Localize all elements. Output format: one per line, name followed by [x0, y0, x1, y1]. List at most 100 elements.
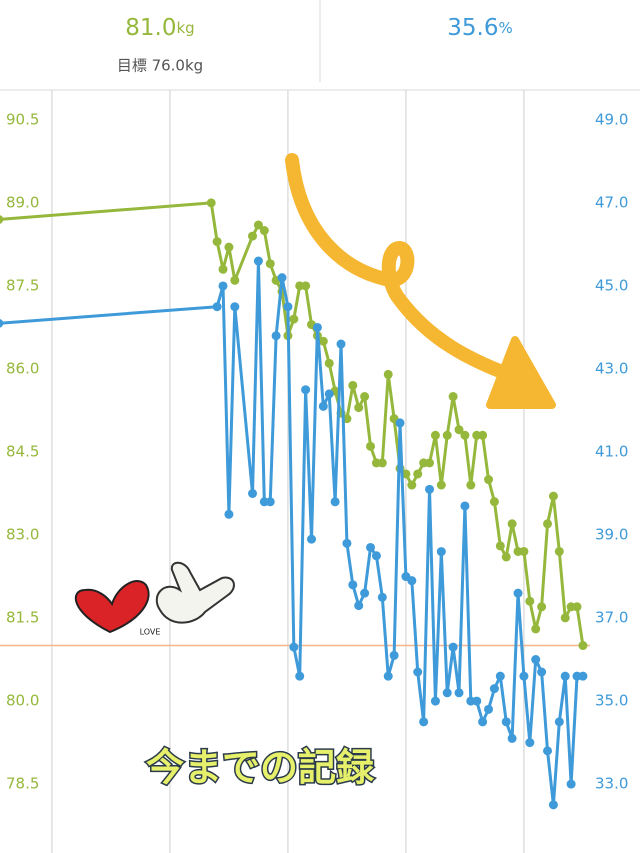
data-point — [289, 314, 299, 324]
data-point — [259, 226, 269, 236]
data-point — [454, 688, 464, 698]
data-point — [324, 389, 334, 399]
data-point — [478, 430, 488, 440]
data-point — [265, 497, 275, 507]
y2-tick-label: 35.0 — [595, 692, 628, 710]
data-point — [554, 717, 564, 727]
data-point — [419, 717, 429, 727]
data-point — [395, 418, 405, 428]
data-point — [407, 480, 417, 490]
y2-tick-label: 49.0 — [595, 110, 628, 128]
data-point — [436, 547, 446, 557]
data-point — [578, 641, 588, 651]
arrow-stroke — [285, 153, 517, 382]
data-point — [430, 430, 440, 440]
data-point — [454, 425, 464, 435]
data-point — [283, 302, 293, 312]
data-point — [448, 392, 458, 402]
data-point — [253, 256, 263, 266]
data-point — [336, 339, 346, 349]
data-point — [366, 542, 376, 552]
data-point — [230, 275, 240, 285]
y-tick-label: 90.5 — [6, 110, 39, 128]
data-point — [230, 302, 240, 312]
data-point — [537, 602, 547, 612]
data-point — [507, 519, 517, 529]
data-point — [348, 580, 358, 590]
data-point — [360, 588, 370, 598]
data-point — [312, 322, 322, 332]
data-point — [543, 519, 553, 529]
weight: 81.0kg — [125, 15, 194, 41]
data-point — [460, 430, 470, 440]
data-point — [354, 403, 364, 413]
body-fat-value: 35.6 — [447, 15, 498, 41]
love-label: LOVE — [140, 628, 161, 637]
data-point — [501, 717, 511, 727]
data-point — [389, 650, 399, 660]
data-point — [531, 624, 541, 634]
data-point — [348, 380, 358, 390]
y-tick-label: 86.0 — [6, 359, 39, 377]
y2-tick-label: 45.0 — [595, 276, 628, 294]
data-point — [377, 592, 387, 602]
data-point — [212, 302, 222, 312]
y-tick-label: 89.0 — [6, 193, 39, 211]
data-point — [0, 215, 4, 224]
data-point — [548, 491, 558, 501]
data-point — [543, 746, 553, 756]
data-point — [318, 401, 328, 411]
data-point — [253, 220, 263, 230]
data-point — [206, 198, 216, 208]
data-point — [330, 497, 340, 507]
goal: 目標 76.0kg — [117, 57, 203, 75]
data-point — [383, 671, 393, 681]
data-point — [342, 538, 352, 548]
y2-tick-label: 47.0 — [595, 193, 628, 211]
axis-labels: 90.5 89.0 87.5 86.0 84.5 83.0 81.5 80.0 78.5 49.0… — [6, 110, 628, 792]
data-point — [301, 385, 311, 395]
y-tick-label: 87.5 — [6, 276, 39, 294]
y2-tick-label: 37.0 — [595, 609, 628, 627]
data-point — [566, 779, 576, 789]
data-point — [271, 331, 281, 341]
data-point — [318, 336, 328, 346]
data-point — [436, 480, 446, 490]
data-point — [501, 552, 511, 562]
data-point — [0, 318, 4, 328]
data-point — [572, 602, 582, 612]
data-point — [484, 704, 494, 714]
peace-sticker — [155, 561, 235, 624]
data-point — [377, 458, 387, 468]
body-fat-unit: % — [498, 19, 512, 37]
data-point — [413, 667, 423, 677]
data-point — [212, 237, 222, 247]
data-point — [460, 501, 470, 511]
data-point — [578, 671, 588, 681]
data-point — [218, 264, 228, 274]
plot — [0, 198, 590, 810]
series-line — [0, 259, 583, 807]
data-point — [407, 576, 417, 586]
data-point — [484, 475, 494, 485]
heart — [74, 580, 150, 634]
y-tick-label: 81.5 — [6, 608, 39, 626]
arrow-sticker — [285, 153, 556, 409]
y-tick-label: 84.5 — [6, 442, 39, 460]
data-point — [425, 458, 435, 468]
data-point — [371, 551, 381, 561]
data-point — [265, 259, 275, 269]
heart-sticker: LOVE — [74, 580, 161, 637]
y-tick-label: 83.0 — [6, 525, 39, 543]
data-point — [507, 733, 517, 743]
data-point — [519, 546, 529, 556]
data-point — [401, 469, 411, 479]
data-point — [224, 509, 234, 519]
data-point — [560, 613, 570, 623]
data-point — [248, 489, 258, 499]
y-tick-label: 78.5 — [6, 774, 39, 792]
data-point — [525, 596, 535, 606]
data-point — [478, 717, 488, 727]
